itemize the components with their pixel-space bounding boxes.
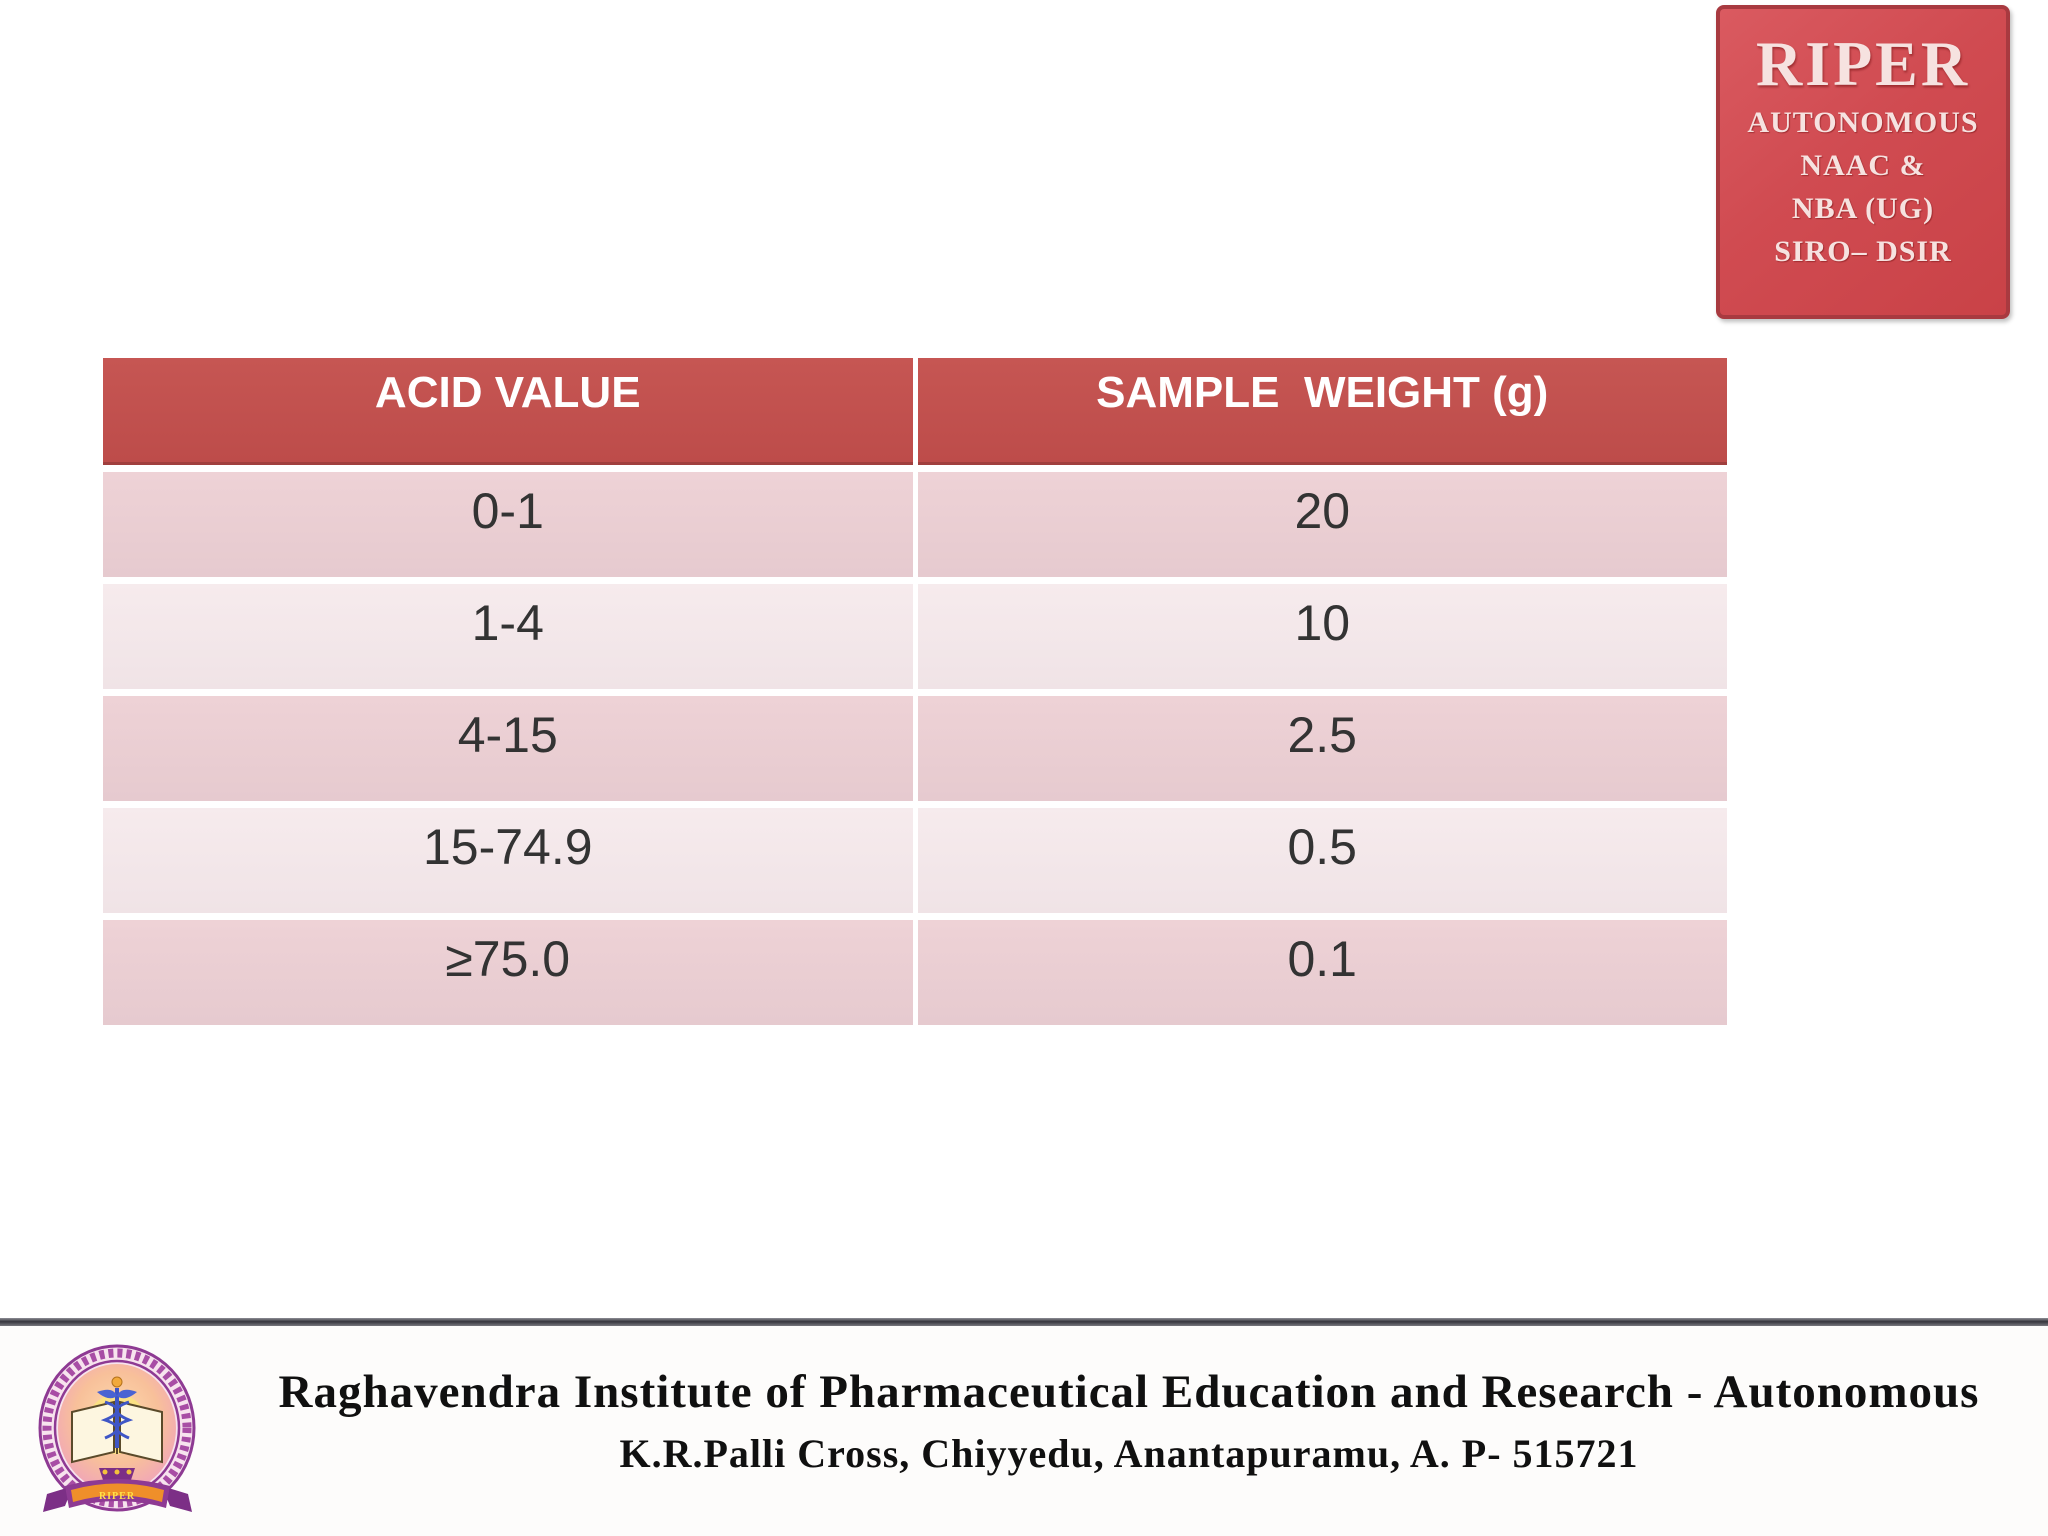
badge-line-naac: NAAC &	[1800, 149, 1926, 182]
cell-sample-weight: 20	[917, 472, 1727, 577]
cell-acid-value: 4-15	[103, 696, 913, 801]
badge-line-autonomous: AUTONOMOUS	[1747, 106, 1979, 139]
cell-sample-weight: 2.5	[917, 696, 1727, 801]
badge-line-siro-dsir: SIRO– DSIR	[1774, 235, 1952, 268]
acid-value-table: ACID VALUE SAMPLE WEIGHT (g) 0-1 20 1-4 …	[103, 358, 1727, 1032]
badge-line-nba: NBA (UG)	[1791, 192, 1935, 225]
cell-sample-weight: 0.1	[917, 920, 1727, 1025]
footer-text-block: Raghavendra Institute of Pharmaceutical …	[210, 1364, 2048, 1480]
table-row: ≥75.0 0.1	[103, 920, 1727, 1025]
table-row: 0-1 20	[103, 472, 1727, 577]
cell-sample-weight: 0.5	[917, 808, 1727, 913]
column-header-sample-weight: SAMPLE WEIGHT (g)	[917, 358, 1727, 465]
table-row: 15-74.9 0.5	[103, 808, 1727, 913]
cell-acid-value: 0-1	[103, 472, 913, 577]
institute-emblem-icon: RIPER	[38, 1344, 196, 1512]
institute-name: Raghavendra Institute of Pharmaceutical …	[278, 1366, 1980, 1418]
column-header-acid-value: ACID VALUE	[103, 358, 913, 465]
cell-acid-value: ≥75.0	[103, 920, 913, 1025]
cell-acid-value: 1-4	[103, 584, 913, 689]
badge-title: RIPER	[1755, 28, 1971, 99]
institute-logo: RIPER	[35, 1344, 200, 1534]
footer-divider-line	[0, 1318, 2048, 1326]
svg-text:RIPER: RIPER	[99, 1491, 135, 1502]
footer: RIPER Raghavendra Institute of Pharmaceu…	[0, 1326, 2048, 1536]
cell-acid-value: 15-74.9	[103, 808, 913, 913]
institute-address: K.R.Palli Cross, Chiyyedu, Anantapuramu,…	[619, 1431, 1639, 1476]
table-row: 1-4 10	[103, 584, 1727, 689]
riper-accreditation-badge: RIPER AUTONOMOUS NAAC & NBA (UG) SIRO– D…	[1716, 5, 2010, 319]
table-row: 4-15 2.5	[103, 696, 1727, 801]
cell-sample-weight: 10	[917, 584, 1727, 689]
table-header-row: ACID VALUE SAMPLE WEIGHT (g)	[103, 358, 1727, 465]
